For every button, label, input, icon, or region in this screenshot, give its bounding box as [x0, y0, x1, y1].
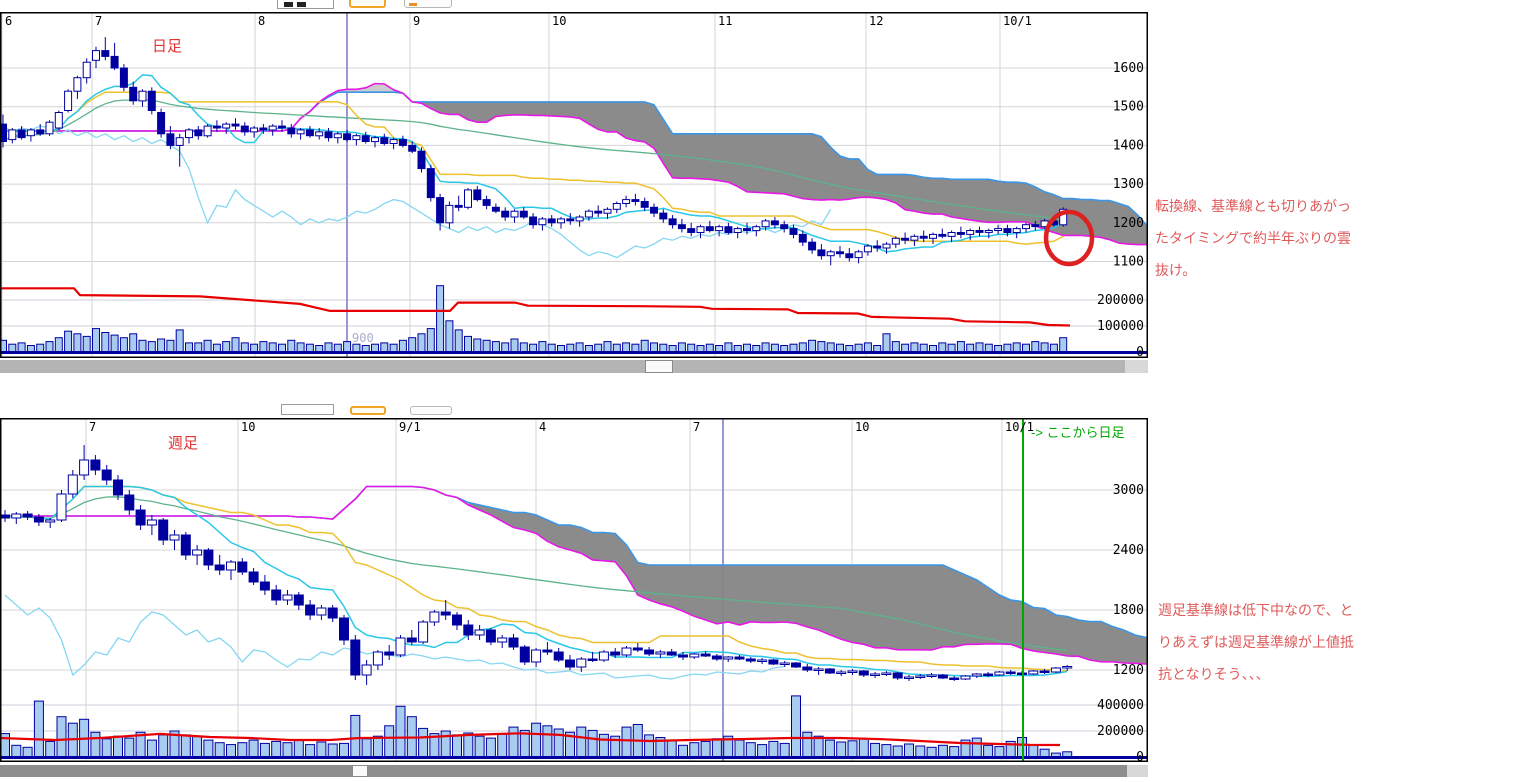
daily-scrollbar-cap	[1125, 360, 1148, 373]
orange-button-partial-2[interactable]	[350, 406, 386, 415]
svg-text:10/1: 10/1	[1005, 420, 1034, 434]
weekly-ichimoku-chart[interactable]: 7 10 9/1 4 7 10 10/1 3000 2400 1800 1200 400000 2000…	[0, 418, 1148, 762]
weekly-note-line3: 抗となりそう、、、	[1158, 666, 1270, 682]
svg-text:200000: 200000	[1097, 293, 1144, 308]
svg-text:1500: 1500	[1113, 100, 1144, 115]
dropdown-control-partial[interactable]	[277, 0, 334, 9]
svg-text:7: 7	[89, 420, 96, 434]
svg-text:7: 7	[95, 14, 102, 28]
svg-text:0: 0	[1136, 750, 1144, 762]
daily-note-line2: たタイミングで約半年ぶりの雲	[1155, 230, 1351, 246]
weekly-chart-scrollbar[interactable]	[0, 765, 1148, 777]
svg-text:200000: 200000	[1097, 724, 1144, 739]
svg-text:400000: 400000	[1097, 698, 1144, 713]
svg-text:100000: 100000	[1097, 319, 1144, 334]
svg-text:1300: 1300	[1113, 177, 1144, 192]
svg-text:1200: 1200	[1113, 663, 1144, 678]
svg-text:6: 6	[5, 14, 12, 28]
daily-chart-scrollbar[interactable]	[0, 360, 1148, 373]
svg-text:10: 10	[855, 420, 869, 434]
svg-text:1200: 1200	[1113, 216, 1144, 231]
svg-text:12: 12	[869, 14, 883, 28]
green-note-text: -> ここから日足	[1031, 425, 1125, 440]
weekly-annotation-note: 週足基準線は低下中なので、と りあえずは週足基準線が上値抵 抗となりそう、、、	[1158, 594, 1354, 690]
svg-text:1100: 1100	[1113, 255, 1144, 270]
svg-text:週足: 週足	[168, 435, 198, 452]
daily-note-line3: 抜け。	[1155, 262, 1197, 278]
svg-text:日足: 日足	[152, 38, 182, 55]
svg-text:8: 8	[258, 14, 265, 28]
orange-button-partial[interactable]	[349, 0, 386, 8]
svg-text:0: 0	[1136, 345, 1144, 358]
svg-text:1800: 1800	[1113, 603, 1144, 618]
svg-text:10: 10	[241, 420, 255, 434]
svg-text:10/1: 10/1	[1003, 14, 1032, 28]
daily-annotation-note: 転換線、基準線とも切りあがっ たタイミングで約半年ぶりの雲 抜け。	[1155, 190, 1351, 286]
weekly-scrollbar-cap	[1127, 765, 1148, 777]
svg-text:2400: 2400	[1113, 543, 1144, 558]
dropdown-control-partial-2[interactable]	[281, 404, 334, 415]
svg-text:4: 4	[539, 420, 546, 434]
weekly-scrollbar-thumb[interactable]	[352, 765, 368, 777]
svg-text:10: 10	[552, 14, 566, 28]
svg-text:1600: 1600	[1113, 61, 1144, 76]
svg-text:900: 900	[352, 331, 374, 345]
daily-scrollbar-thumb[interactable]	[645, 360, 673, 373]
svg-text:1400: 1400	[1113, 138, 1144, 153]
svg-text:3000: 3000	[1113, 483, 1144, 498]
daily-note-line1: 転換線、基準線とも切りあがっ	[1155, 198, 1351, 214]
weekly-note-line2: りあえずは週足基準線が上値抵	[1158, 634, 1354, 650]
weekly-note-line1: 週足基準線は低下中なので、と	[1158, 602, 1354, 618]
svg-text:11: 11	[718, 14, 732, 28]
svg-text:9: 9	[413, 14, 420, 28]
green-range-note: -> ここから日足	[1031, 425, 1125, 457]
grey-button-partial-2[interactable]	[410, 406, 452, 415]
svg-text:9/1: 9/1	[399, 420, 421, 434]
grey-button-partial[interactable]	[404, 0, 452, 8]
svg-text:7: 7	[693, 420, 700, 434]
daily-ichimoku-chart[interactable]: 6 7 8 9 10 11 12 10/1 1600 1500 1400 1300 1200 1100 20…	[0, 12, 1148, 358]
